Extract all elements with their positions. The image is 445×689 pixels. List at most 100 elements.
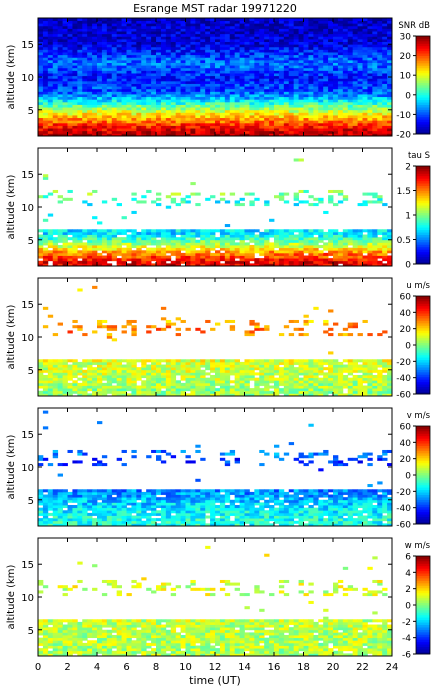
heatmap-cell xyxy=(362,52,368,56)
colorbar-band xyxy=(416,195,430,199)
heatmap-cell xyxy=(87,107,93,111)
heatmap-cell xyxy=(156,88,162,92)
heatmap-cell xyxy=(47,28,54,32)
heatmap-cell xyxy=(62,94,68,98)
heatmap-cell xyxy=(106,101,113,105)
heatmap-cell xyxy=(170,78,177,82)
heatmap-cell xyxy=(111,20,118,24)
heatmap-cell xyxy=(97,115,103,119)
heatmap-cell xyxy=(165,104,172,108)
heatmap-cell xyxy=(82,41,88,45)
heatmap-cell xyxy=(244,382,250,386)
heatmap-cell xyxy=(264,59,270,63)
heatmap-cell xyxy=(352,67,358,71)
heatmap-cell xyxy=(215,229,221,233)
heatmap-cell xyxy=(42,101,49,105)
heatmap-cell xyxy=(215,263,221,267)
heatmap-cell xyxy=(136,41,142,45)
heatmap-cell xyxy=(185,117,191,121)
heatmap-cell xyxy=(239,20,245,24)
heatmap-cell xyxy=(126,258,132,262)
heatmap-cell xyxy=(47,83,54,87)
heatmap-cell xyxy=(141,20,147,24)
heatmap-cell xyxy=(180,375,186,379)
heatmap-cell xyxy=(82,28,88,32)
heatmap-cell xyxy=(323,49,329,53)
heatmap-cell xyxy=(234,252,240,256)
heatmap-cell xyxy=(303,375,309,379)
heatmap-cell xyxy=(323,130,329,134)
heatmap-cell xyxy=(234,86,240,90)
heatmap-cell xyxy=(234,245,240,249)
heatmap-cell xyxy=(333,229,339,233)
heatmap-cell xyxy=(141,23,147,27)
heatmap-cell xyxy=(87,122,93,126)
heatmap-cell xyxy=(47,234,54,238)
heatmap-cell xyxy=(151,237,157,241)
heatmap-cell xyxy=(219,258,226,262)
heatmap-cell xyxy=(126,86,132,90)
heatmap-cell xyxy=(72,250,78,254)
heatmap-cell xyxy=(244,59,250,63)
heatmap-cell xyxy=(357,252,363,256)
heatmap-cell xyxy=(82,38,88,42)
heatmap-cell xyxy=(87,28,93,32)
heatmap-cell xyxy=(121,115,127,119)
heatmap-cell xyxy=(274,231,280,235)
heatmap-cell xyxy=(57,41,63,45)
heatmap-cell xyxy=(42,23,49,27)
heatmap-cell xyxy=(239,62,245,66)
heatmap-cell xyxy=(224,247,231,251)
heatmap-cell xyxy=(229,57,236,61)
heatmap-cell xyxy=(38,122,44,126)
heatmap-cell xyxy=(126,25,132,29)
heatmap-cell xyxy=(92,229,98,233)
heatmap-cell xyxy=(185,237,191,241)
heatmap-cell xyxy=(372,245,378,249)
heatmap-cell xyxy=(249,36,255,40)
heatmap-cell xyxy=(244,38,250,42)
heatmap-cell xyxy=(52,117,59,121)
heatmap-cell xyxy=(288,91,295,95)
heatmap-cell xyxy=(367,41,373,45)
heatmap-cell xyxy=(195,75,201,79)
heatmap-cell xyxy=(382,49,388,53)
heatmap-cell xyxy=(205,49,211,53)
heatmap-cell xyxy=(111,377,118,381)
heatmap-cell xyxy=(200,245,206,249)
heatmap-cell xyxy=(303,260,309,264)
heatmap-cell xyxy=(352,28,358,32)
heatmap-cell xyxy=(205,28,211,32)
heatmap-cell xyxy=(42,247,49,251)
heatmap-cell xyxy=(328,41,334,45)
heatmap-cell xyxy=(323,390,329,394)
heatmap-cell xyxy=(224,70,231,74)
heatmap-cell xyxy=(219,88,226,92)
heatmap-cell xyxy=(362,23,368,27)
heatmap-cell xyxy=(195,33,201,37)
heatmap-cell xyxy=(72,83,78,87)
heatmap-cell xyxy=(219,91,226,95)
heatmap-cell xyxy=(175,54,181,58)
heatmap-cell xyxy=(229,231,236,235)
heatmap-cell xyxy=(156,390,162,394)
heatmap-cell xyxy=(101,83,108,87)
heatmap-cell xyxy=(92,96,98,100)
heatmap-cell xyxy=(278,88,285,92)
heatmap-cell xyxy=(382,125,388,129)
heatmap-cell xyxy=(244,20,250,24)
heatmap-cell xyxy=(210,28,216,32)
heatmap-cell xyxy=(67,86,73,90)
heatmap-cell xyxy=(323,128,329,132)
heatmap-cell xyxy=(82,70,88,74)
heatmap-cell xyxy=(229,59,236,63)
heatmap-cell xyxy=(101,33,108,37)
heatmap-cell xyxy=(190,83,196,87)
heatmap-cell xyxy=(239,388,245,392)
heatmap-cell xyxy=(264,130,270,134)
heatmap-cell xyxy=(387,237,393,241)
heatmap-cell xyxy=(38,38,44,42)
heatmap-cell xyxy=(180,200,186,204)
heatmap-cell xyxy=(357,115,363,119)
heatmap-cell xyxy=(121,94,127,98)
